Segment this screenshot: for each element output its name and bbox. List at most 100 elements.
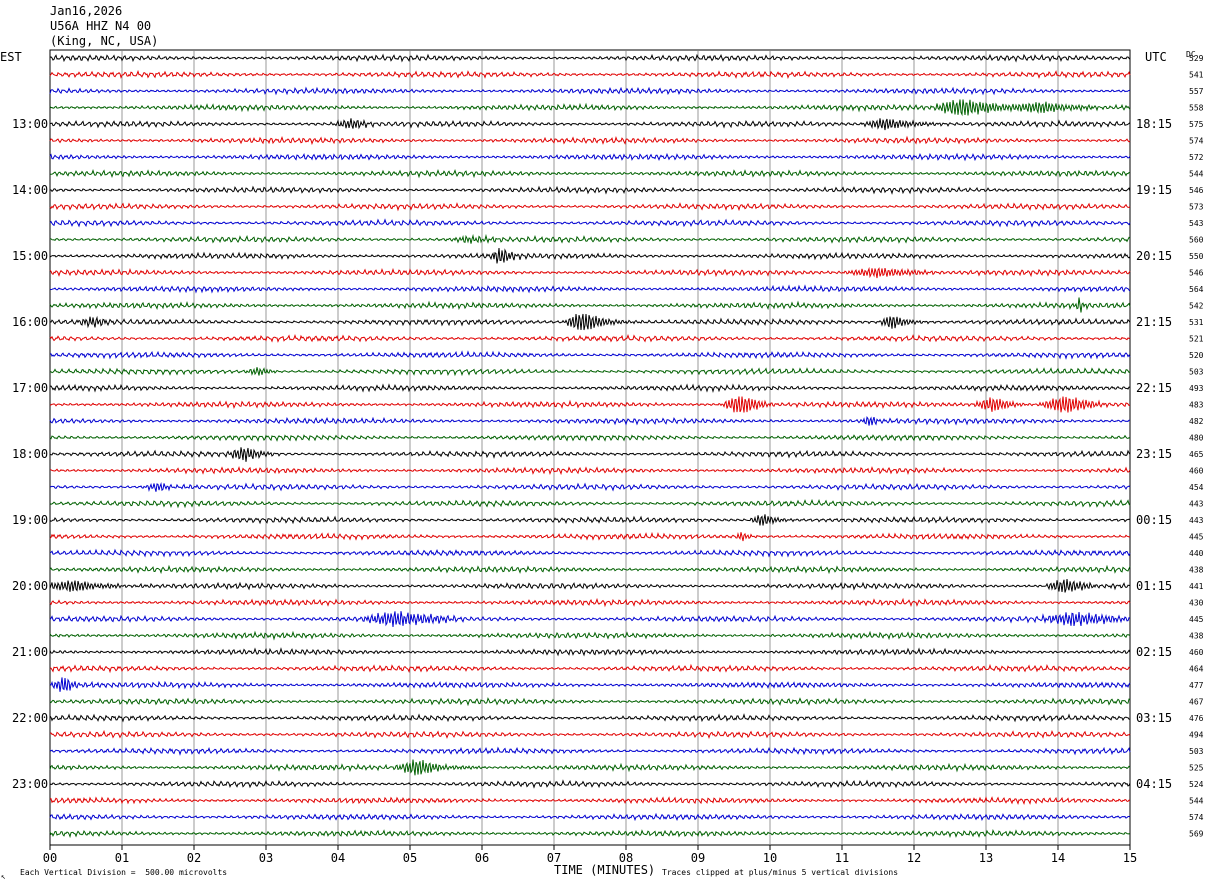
trace-row-47 [49,829,1131,839]
x-tick-label: 15 [1123,851,1137,865]
trace-row-8 [49,185,1131,195]
trace-row-46 [49,812,1131,822]
trace-row-39 [49,697,1131,707]
trace-row-0 [49,53,1131,63]
dc-value-label: 494 [1189,731,1204,740]
x-tick-label: 07 [547,851,561,865]
dc-value-label: 483 [1189,401,1204,410]
dc-value-label: 460 [1189,467,1204,476]
utc-hour-label: 20:15 [1136,249,1172,263]
est-hour-label: 13:00 [12,117,48,131]
est-hour-label: 16:00 [12,315,48,329]
dc-value-label: 572 [1189,153,1204,162]
trace-row-44 [49,779,1131,789]
dc-value-label: 524 [1189,780,1204,789]
utc-hour-label: 23:15 [1136,447,1172,461]
trace-row-33 [49,597,1131,608]
dc-value-label: 558 [1189,104,1204,113]
trace-row-35 [49,630,1131,641]
x-tick-label: 02 [187,851,201,865]
dc-value-label: 550 [1189,252,1204,261]
trace-row-2 [49,86,1131,96]
trace-row-5 [49,135,1131,146]
trace-row-42 [49,746,1131,756]
dc-value-label: 476 [1189,714,1204,723]
dc-value-label: 529 [1189,54,1204,63]
dc-value-label: 573 [1189,203,1204,212]
trace-row-37 [49,663,1131,674]
dc-value-label: 430 [1189,599,1204,608]
x-tick-label: 01 [115,851,129,865]
est-hour-label: 18:00 [12,447,48,461]
trace-row-22 [49,416,1130,426]
dc-value-label: 443 [1189,516,1204,525]
trace-row-12 [49,247,1131,264]
trace-row-23 [49,434,1131,442]
trace-row-34 [49,611,1131,628]
trace-row-17 [49,333,1131,343]
trace-row-36 [49,647,1131,657]
dc-value-label: 525 [1189,764,1204,773]
trace-row-25 [49,466,1131,476]
trace-row-29 [49,531,1131,542]
dc-value-label: 438 [1189,566,1204,575]
est-hour-label: 21:00 [12,645,48,659]
est-hour-label: 23:00 [12,777,48,791]
dc-value-label: 557 [1189,87,1204,96]
trace-row-38 [49,677,1131,692]
station-location: (King, NC, USA) [50,34,159,48]
trace-row-4 [49,118,1131,131]
trace-row-45 [49,796,1131,806]
trace-row-1 [49,69,1131,80]
dc-value-label: 544 [1189,797,1204,806]
trace-row-10 [49,218,1131,228]
trace-row-24 [49,447,1131,462]
trace-row-13 [49,266,1131,279]
x-tick-label: 12 [907,851,921,865]
dc-value-label: 574 [1189,137,1204,146]
x-tick-label: 14 [1051,851,1065,865]
x-tick-label: 13 [979,851,993,865]
dc-value-label: 542 [1189,302,1204,311]
trace-row-18 [49,350,1131,360]
station-code: U56A HHZ N4 00 [50,19,152,33]
dc-value-label: 454 [1189,483,1204,492]
trace-row-3 [49,99,1131,117]
dc-value-label: 440 [1189,549,1204,558]
trace-row-9 [49,202,1131,212]
trace-row-28 [49,514,1131,526]
dc-value-label: 544 [1189,170,1204,179]
dc-value-label: 503 [1189,747,1204,756]
est-hour-label: 19:00 [12,513,48,527]
est-hour-label: 14:00 [12,183,48,197]
utc-hour-label: 18:15 [1136,117,1172,131]
x-axis-title: TIME (MINUTES) [554,863,656,877]
dc-value-label: 441 [1189,582,1204,591]
dc-value-label: 531 [1189,318,1204,327]
trace-row-21 [49,396,1131,413]
dc-value-label: 546 [1189,186,1204,195]
dc-value-label: 465 [1189,450,1204,459]
dc-value-label: 464 [1189,665,1204,674]
trace-row-40 [49,713,1131,723]
trace-row-20 [49,383,1131,393]
trace-row-7 [50,168,1131,179]
dc-value-label: 482 [1189,417,1204,426]
plot-date: Jan16,2026 [50,4,123,18]
trace-row-30 [49,548,1131,558]
x-tick-label: 09 [691,851,705,865]
trace-row-43 [49,759,1131,776]
trace-row-19 [49,367,1131,377]
x-tick-label: 11 [835,851,849,865]
est-hour-label: 15:00 [12,249,48,263]
x-tick-label: 04 [331,851,345,865]
est-hour-label: 17:00 [12,381,48,395]
x-tick-label: 10 [763,851,777,865]
trace-row-16 [49,313,1131,331]
dc-value-label: 543 [1189,219,1204,228]
trace-row-31 [49,564,1131,575]
x-tick-label: 03 [259,851,273,865]
dc-header-label: DC [1186,50,1196,59]
trace-row-15 [49,297,1131,313]
